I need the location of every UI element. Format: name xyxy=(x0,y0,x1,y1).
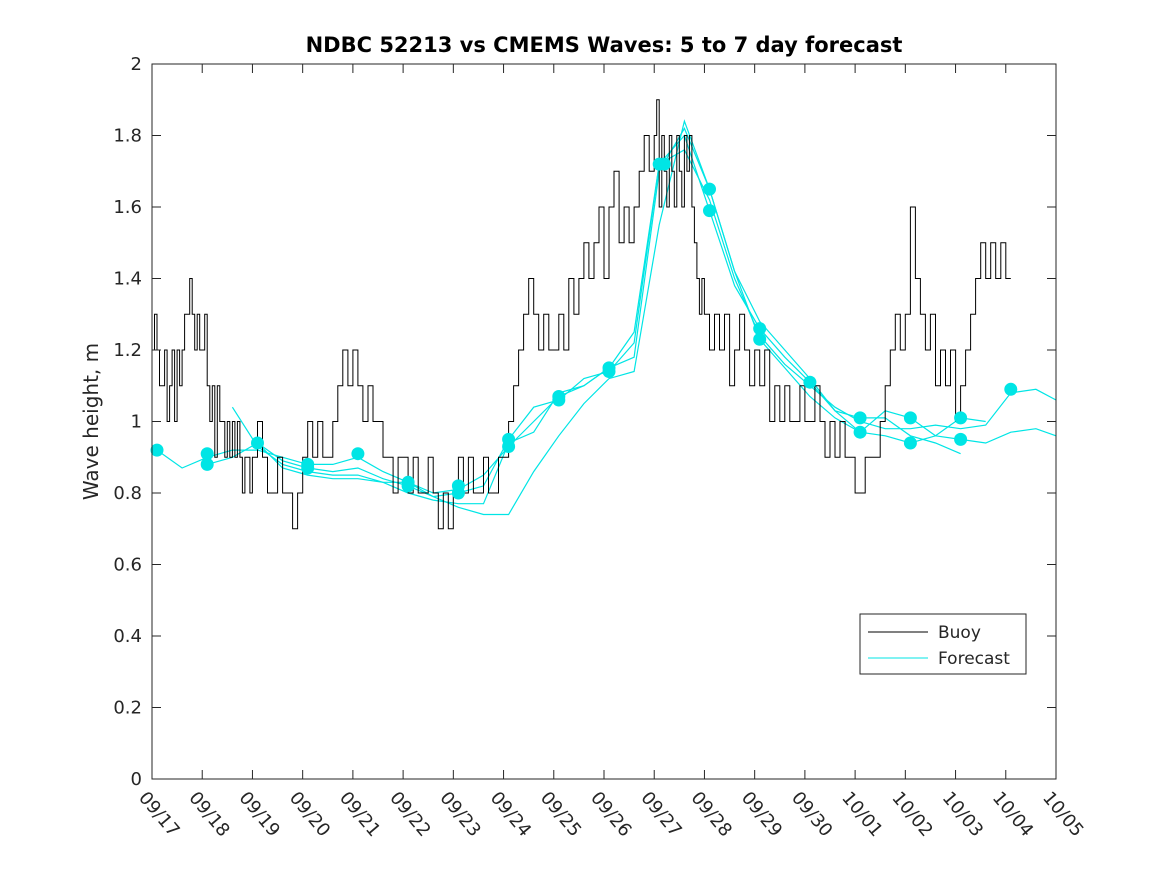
forecast-marker xyxy=(803,375,817,389)
legend-buoy-label: Buoy xyxy=(938,623,981,643)
forecast-line-3 xyxy=(231,127,961,505)
x-tick-label: 10/03 xyxy=(938,788,987,841)
y-tick-label: 2 xyxy=(131,54,142,75)
forecast-marker xyxy=(753,332,767,346)
legend-box xyxy=(859,613,1027,675)
y-tick-label: 1.8 xyxy=(113,126,142,147)
y-tick-label: 0.2 xyxy=(113,698,142,719)
legend: Buoy Forecast xyxy=(859,613,1027,675)
forecast-marker xyxy=(853,411,867,425)
y-tick-label: 1.2 xyxy=(113,340,142,361)
x-tick-label: 10/05 xyxy=(1038,788,1087,841)
x-tick-label: 09/22 xyxy=(385,788,434,841)
forecast-marker xyxy=(954,411,968,425)
x-tick-label: 09/23 xyxy=(435,788,484,841)
forecast-marker xyxy=(301,461,315,475)
forecast-marker xyxy=(703,182,716,196)
y-axis-label: Wave height, m xyxy=(79,343,103,500)
forecast-marker xyxy=(251,436,264,450)
forecast-marker xyxy=(753,322,767,336)
x-tick-label: 09/26 xyxy=(586,788,635,841)
x-tick-label: 09/18 xyxy=(184,788,233,841)
y-tick-label: 0 xyxy=(131,769,142,790)
forecast-marker xyxy=(200,447,214,461)
x-tick-label: 09/19 xyxy=(235,788,284,841)
forecast-line-2 xyxy=(207,134,1057,498)
forecast-marker xyxy=(401,479,415,493)
forecast-marker xyxy=(1004,382,1018,396)
x-tick-labels: 09/17 09/18 09/19 09/20 09/21 09/22 09/23 09/24… xyxy=(134,788,1087,841)
x-tick-label: 09/20 xyxy=(285,788,334,841)
forecast-marker xyxy=(703,204,716,218)
forecast-marker xyxy=(903,436,917,450)
tick-layer xyxy=(151,63,1057,780)
x-tick-label: 09/25 xyxy=(536,788,585,841)
forecast-marker xyxy=(657,157,671,171)
forecast-marker xyxy=(200,457,214,471)
forecast-marker xyxy=(502,440,516,453)
x-tick-label: 09/29 xyxy=(737,788,786,841)
y-tick-label: 0.4 xyxy=(113,626,142,647)
forecast-marker xyxy=(853,425,867,439)
x-tick-label: 10/01 xyxy=(837,788,886,841)
legend-forecast-label: Forecast xyxy=(938,649,1010,669)
buoy-line xyxy=(152,99,1011,530)
chart-title: NDBC 52213 vs CMEMS Waves: 5 to 7 day fo… xyxy=(306,33,903,57)
y-tick-label: 1 xyxy=(131,412,142,433)
x-tick-label: 09/17 xyxy=(134,788,183,841)
forecast-marker xyxy=(602,365,616,378)
y-tick-label: 0.6 xyxy=(113,555,142,576)
x-tick-label: 09/24 xyxy=(486,788,535,841)
y-tick-label: 1.6 xyxy=(113,197,142,218)
x-tick-label: 09/28 xyxy=(687,788,736,841)
marker-layer xyxy=(150,157,1018,500)
x-tick-label: 10/02 xyxy=(887,788,936,841)
x-tick-label: 09/21 xyxy=(335,788,384,841)
forecast-marker xyxy=(903,411,917,425)
forecast-marker xyxy=(954,432,968,446)
x-tick-label: 09/30 xyxy=(787,788,836,841)
y-tick-label: 1.4 xyxy=(113,269,142,290)
forecast-marker xyxy=(552,393,566,407)
forecast-marker xyxy=(150,443,164,457)
x-tick-label: 09/27 xyxy=(636,788,685,841)
forecast-marker xyxy=(451,486,465,500)
x-tick-label: 10/04 xyxy=(988,788,1037,841)
y-tick-labels: 0 0.2 0.4 0.6 0.8 1 1.2 1.4 1.6 1.8 2 xyxy=(113,54,142,790)
y-tick-label: 0.8 xyxy=(113,483,142,504)
forecast-marker xyxy=(351,447,365,461)
